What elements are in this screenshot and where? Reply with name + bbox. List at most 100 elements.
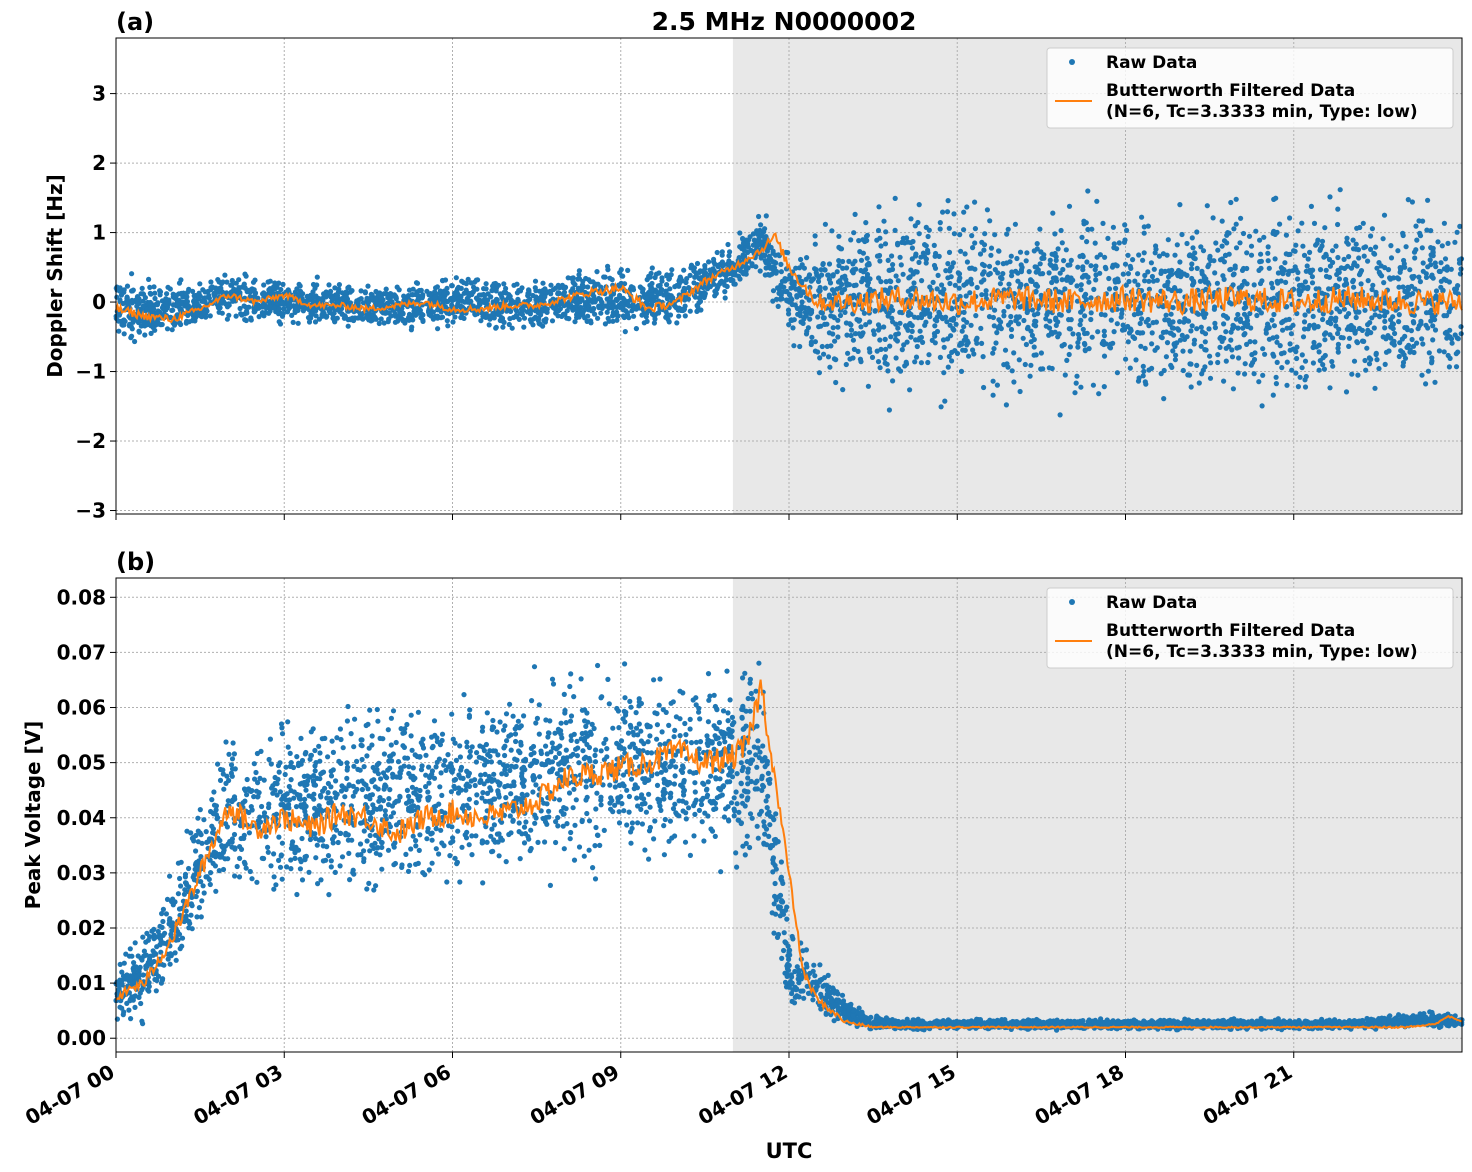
panel-a-raw-point	[252, 277, 258, 283]
panel-a-raw-point	[511, 282, 517, 288]
panel-a-raw-point	[1044, 312, 1050, 318]
panel-a-raw-point	[833, 357, 839, 363]
panel-a-raw-point	[1082, 347, 1088, 353]
panel-a-raw-point	[1420, 341, 1426, 347]
panel-a-raw-point	[810, 277, 816, 283]
panel-a-raw-point	[614, 297, 620, 304]
panel-a-raw-point	[1332, 318, 1338, 324]
panel-a-raw-point	[702, 266, 708, 272]
panel-a-raw-point	[785, 307, 792, 313]
panel-a-raw-point	[727, 249, 733, 255]
panel-a-raw-point	[740, 240, 747, 246]
panel-a-raw-point	[812, 241, 818, 247]
panel-a-raw-point	[883, 229, 889, 235]
panel-a-raw-point	[1135, 282, 1141, 288]
panel-a-raw-point	[229, 289, 235, 295]
panel-a-y-tick-label: 0	[92, 290, 106, 314]
panel-a-raw-point	[918, 254, 924, 260]
panel-a-raw-point	[945, 198, 951, 204]
panel-b-raw-point	[507, 701, 513, 707]
panel-a-raw-point	[1161, 396, 1167, 402]
panel-a-raw-point	[697, 298, 704, 304]
panel-a-raw-point	[1430, 337, 1436, 343]
panel-a-raw-point	[140, 319, 147, 325]
panel-a-raw-point	[1041, 255, 1047, 261]
panel-a-raw-point	[358, 296, 364, 302]
panel-a-raw-point	[954, 350, 961, 357]
panel-a-raw-point	[368, 291, 374, 297]
panel-a-raw-point	[1229, 347, 1235, 353]
panel-a-raw-point	[576, 268, 583, 274]
panel-a-raw-point	[377, 302, 383, 308]
panel-a-raw-point	[345, 285, 351, 291]
panel-a-raw-point	[1280, 327, 1286, 333]
panel-a-raw-point	[987, 218, 993, 224]
panel-a-raw-point	[990, 378, 996, 384]
panel-a-raw-point	[1447, 355, 1453, 361]
panel-a-raw-point	[139, 285, 145, 291]
panel-a-raw-point	[913, 337, 919, 343]
panel-a-raw-point	[923, 256, 929, 262]
panel-a-raw-point	[1271, 323, 1277, 329]
panel-a-raw-point	[452, 314, 458, 320]
panel-a-raw-point	[998, 319, 1004, 325]
panel-a-raw-point	[574, 301, 580, 307]
panel-a-raw-point	[667, 312, 674, 318]
panel-a-raw-point	[1179, 332, 1185, 338]
panel-a-raw-point	[677, 276, 683, 282]
panel-a-raw-point	[945, 261, 951, 267]
panel-a-raw-point	[972, 226, 979, 232]
panel-a-raw-point	[1078, 282, 1084, 288]
panel-a-raw-point	[1318, 246, 1324, 252]
panel-a-raw-point	[1135, 271, 1141, 277]
panel-a-raw-point	[864, 282, 871, 288]
panel-a-raw-point	[812, 339, 819, 345]
panel-a-raw-point	[1009, 368, 1015, 374]
panel-a-raw-point	[1365, 327, 1371, 333]
panel-a-raw-point	[825, 354, 832, 360]
panel-a-raw-point	[1169, 364, 1175, 370]
panel-a-raw-point	[824, 321, 830, 327]
panel-a-y-tick-label: −3	[75, 499, 106, 523]
panel-a-raw-point	[263, 305, 269, 311]
panel-b-raw-point	[654, 782, 661, 789]
panel-a-raw-point	[1409, 336, 1415, 343]
panel-a-raw-point	[1283, 232, 1289, 238]
panel-b-raw-point	[504, 738, 510, 744]
panel-a-raw-point	[1049, 279, 1055, 286]
panel-a-raw-point	[758, 222, 764, 228]
panel-a-legend-filtered-params: (N=6, Tc=3.3333 min, Type: low)	[1106, 102, 1418, 122]
panel-a-raw-point	[1423, 274, 1430, 280]
panel-a-raw-point	[1354, 340, 1361, 346]
panel-a-raw-point	[1228, 337, 1234, 343]
panel-a-raw-point	[798, 256, 804, 263]
panel-a-raw-point	[1215, 352, 1221, 358]
panel-a-raw-point	[987, 270, 993, 277]
panel-a-raw-point	[1256, 267, 1262, 273]
panel-a-raw-point	[986, 263, 993, 269]
panel-a-raw-point	[1194, 310, 1200, 316]
panel-a-raw-point	[332, 319, 338, 325]
panel-a-raw-point	[670, 295, 676, 301]
panel-a-raw-point	[839, 281, 845, 287]
panel-a-raw-point	[1038, 249, 1044, 255]
panel-a-raw-point	[983, 288, 989, 294]
panel-a-raw-point	[592, 299, 598, 305]
panel-a-raw-point	[1288, 331, 1294, 337]
panel-a-raw-point	[773, 270, 779, 276]
panel-a-raw-point	[1088, 295, 1094, 301]
panel-b-raw-point	[771, 930, 777, 936]
panel-a-raw-point	[1136, 375, 1142, 381]
panel-a-raw-point	[940, 209, 946, 215]
panel-a-raw-point	[1190, 245, 1196, 251]
panel-a-raw-point	[178, 290, 184, 296]
panel-a-raw-point	[622, 281, 628, 287]
panel-a-raw-point	[778, 269, 785, 275]
panel-a-raw-point	[951, 327, 957, 333]
panel-a-raw-point	[1235, 311, 1241, 318]
panel-a-raw-point	[1343, 281, 1350, 287]
panel-a-raw-point	[120, 300, 126, 307]
panel-a-raw-point	[1388, 255, 1395, 261]
panel-a-raw-point	[1184, 240, 1190, 247]
panel-a-raw-point	[867, 319, 873, 325]
